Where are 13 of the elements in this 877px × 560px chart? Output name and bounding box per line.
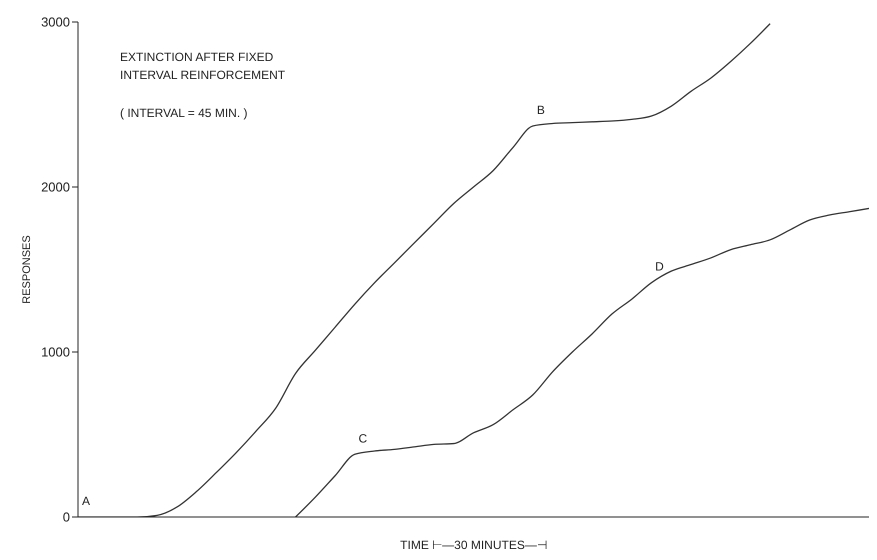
data-label: D (655, 260, 664, 274)
y-tick-label: 0 (62, 510, 70, 525)
text: EXTINCTION AFTER FIXED INTERVAL REINFORCEMENT (120, 49, 286, 84)
x-axis-title: TIME ⊢—30 MINUTES—⊣ (400, 538, 547, 552)
y-tick-label: 3000 (41, 14, 70, 30)
data-label: A (82, 494, 90, 508)
y-axis-title: RESPONSES (20, 235, 33, 304)
data-label: C (358, 431, 368, 446)
annotation: ( INTERVAL = 45 MIN. ) (120, 106, 248, 120)
data-label: B (536, 102, 545, 117)
y-tick-label: 2000 (41, 180, 70, 195)
line-series (294, 208, 869, 517)
y-tick-label: 1000 (41, 344, 70, 360)
